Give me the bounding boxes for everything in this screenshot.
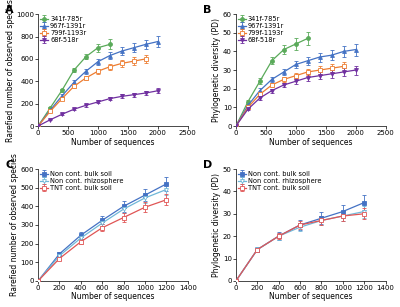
Y-axis label: Phylogenetic diversity (PD): Phylogenetic diversity (PD) <box>212 18 221 122</box>
X-axis label: Number of sequences: Number of sequences <box>269 293 352 301</box>
Y-axis label: Phylogenetic diversity (PD): Phylogenetic diversity (PD) <box>212 173 221 277</box>
X-axis label: Number of sequences: Number of sequences <box>71 138 155 146</box>
X-axis label: Number of sequences: Number of sequences <box>269 138 352 146</box>
Legend: Non cont. bulk soil, Non cont. rhizosphere, TNT cont. bulk soil: Non cont. bulk soil, Non cont. rhizosphe… <box>237 170 322 192</box>
Legend: Non cont. bulk soil, Non cont. rhizosphere, TNT cont. bulk soil: Non cont. bulk soil, Non cont. rhizosphe… <box>40 170 124 192</box>
X-axis label: Number of sequences: Number of sequences <box>71 293 155 301</box>
Legend: 341f-785r, 967f-1391r, 799f-1193r, 68f-518r: 341f-785r, 967f-1391r, 799f-1193r, 68f-5… <box>237 15 285 44</box>
Text: A: A <box>5 5 14 15</box>
Text: C: C <box>5 160 13 170</box>
Text: B: B <box>203 5 212 15</box>
Y-axis label: Rarefied number of observed species: Rarefied number of observed species <box>10 154 19 296</box>
Text: D: D <box>203 160 212 170</box>
Y-axis label: Rarefied number of observed species: Rarefied number of observed species <box>6 0 14 142</box>
Legend: 341f-785r, 967f-1391r, 799f-1193r, 68f-518r: 341f-785r, 967f-1391r, 799f-1193r, 68f-5… <box>40 15 87 44</box>
